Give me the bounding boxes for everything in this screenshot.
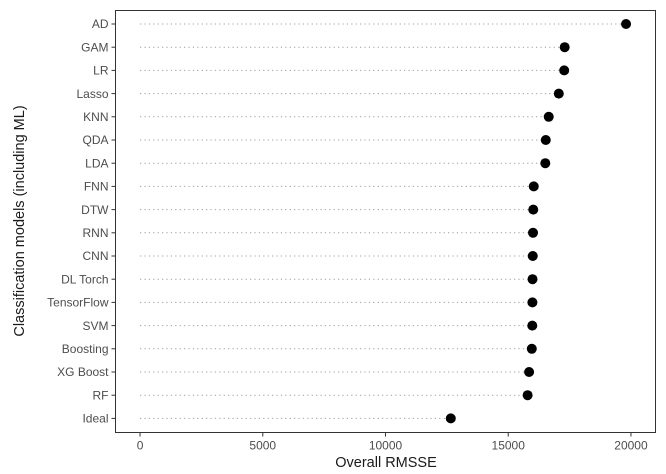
- plot-panel-border: [115, 10, 656, 433]
- x-axis-title: Overall RMSSE: [335, 455, 437, 471]
- data-point: [526, 343, 537, 354]
- x-tick-label: 10000: [369, 439, 403, 453]
- data-point: [527, 320, 538, 331]
- y-tick-label: RF: [93, 388, 109, 402]
- y-tick-label: GAM: [81, 40, 108, 54]
- x-tick-label: 0: [137, 439, 144, 453]
- y-tick-label: Boosting: [62, 342, 109, 356]
- y-tick-label: LR: [93, 64, 109, 78]
- data-point: [559, 42, 570, 53]
- y-tick-label: Ideal: [82, 412, 108, 426]
- data-points: [445, 19, 632, 424]
- data-point: [445, 413, 456, 424]
- y-tick-label: XG Boost: [57, 365, 109, 379]
- data-point: [528, 227, 539, 238]
- y-tick-label: LDA: [85, 156, 108, 170]
- x-tick-label: 20000: [614, 439, 648, 453]
- y-tick-label: Lasso: [76, 87, 108, 101]
- data-point: [528, 204, 539, 215]
- data-point: [524, 367, 535, 377]
- data-point: [540, 158, 551, 169]
- x-tick-label: 5000: [249, 439, 276, 453]
- x-tick-label: 15000: [492, 439, 526, 453]
- data-point: [528, 181, 539, 192]
- y-axis-ticks: AD GAM LR Lasso KNN QDA LDA FNN DTW RNN CNN DL Torc…: [47, 17, 116, 426]
- y-tick-label: RNN: [83, 226, 109, 240]
- y-tick-label: CNN: [83, 249, 109, 263]
- y-tick-label: AD: [92, 17, 109, 31]
- data-point: [527, 297, 538, 308]
- y-tick-label: QDA: [82, 133, 108, 147]
- data-point: [553, 88, 564, 99]
- guide-lines: [140, 23, 627, 419]
- data-point: [621, 19, 632, 29]
- data-point: [527, 274, 538, 285]
- y-axis-title: Classification models (including ML): [12, 105, 28, 336]
- data-point: [540, 135, 551, 145]
- y-tick-label: KNN: [83, 110, 108, 124]
- y-tick-label: DTW: [81, 203, 109, 217]
- x-axis-ticks: 0 5000 10000 15000 20000: [137, 432, 648, 453]
- y-tick-label: FNN: [84, 180, 109, 194]
- data-point: [527, 251, 538, 261]
- data-point: [522, 390, 533, 401]
- data-point: [543, 111, 554, 122]
- y-tick-label: SVM: [82, 319, 108, 333]
- y-tick-label: TensorFlow: [47, 296, 109, 310]
- y-tick-label: DL Torch: [61, 272, 108, 286]
- data-point: [559, 65, 570, 76]
